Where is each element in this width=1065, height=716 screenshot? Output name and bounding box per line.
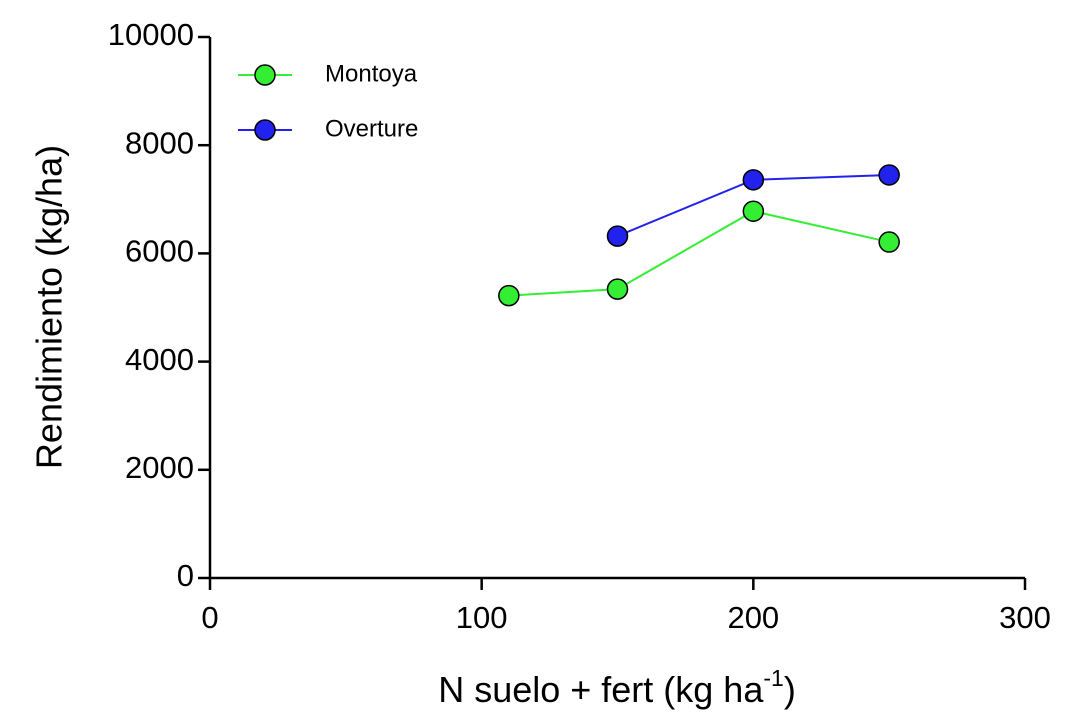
- marker: [742, 200, 765, 222]
- marker: [878, 231, 900, 253]
- legend-marker: [254, 119, 276, 141]
- marker: [878, 164, 900, 186]
- series-line: [508, 210, 890, 297]
- y-tick-label: 10000: [108, 17, 194, 52]
- marker: [498, 284, 520, 307]
- y-tick-label: 8000: [125, 125, 194, 160]
- x-tick-label: 300: [999, 600, 1051, 635]
- x-axis-title-main: N suelo + fert (kg ha: [438, 669, 764, 710]
- x-tick-label: 100: [456, 600, 508, 635]
- x-tick-label: 200: [727, 600, 779, 635]
- x-axis-title-sup: -1: [763, 665, 783, 691]
- y-tick-label: 0: [177, 558, 194, 593]
- marker: [606, 278, 629, 300]
- y-axis-title: Rendimiento (kg/ha): [29, 145, 70, 469]
- y-tick-label: 4000: [125, 342, 194, 377]
- legend-marker: [254, 64, 276, 86]
- marker: [606, 225, 629, 247]
- y-tick-label: 2000: [125, 450, 194, 485]
- x-tick-label: 0: [201, 600, 218, 635]
- legend-label: Montoya: [325, 60, 418, 87]
- x-axis-title-close: ): [784, 669, 796, 710]
- marker: [742, 169, 765, 191]
- x-axis-title: N suelo + fert (kg ha-1): [438, 665, 796, 710]
- legend-label: Overture: [325, 115, 418, 142]
- y-tick-label: 6000: [125, 234, 194, 269]
